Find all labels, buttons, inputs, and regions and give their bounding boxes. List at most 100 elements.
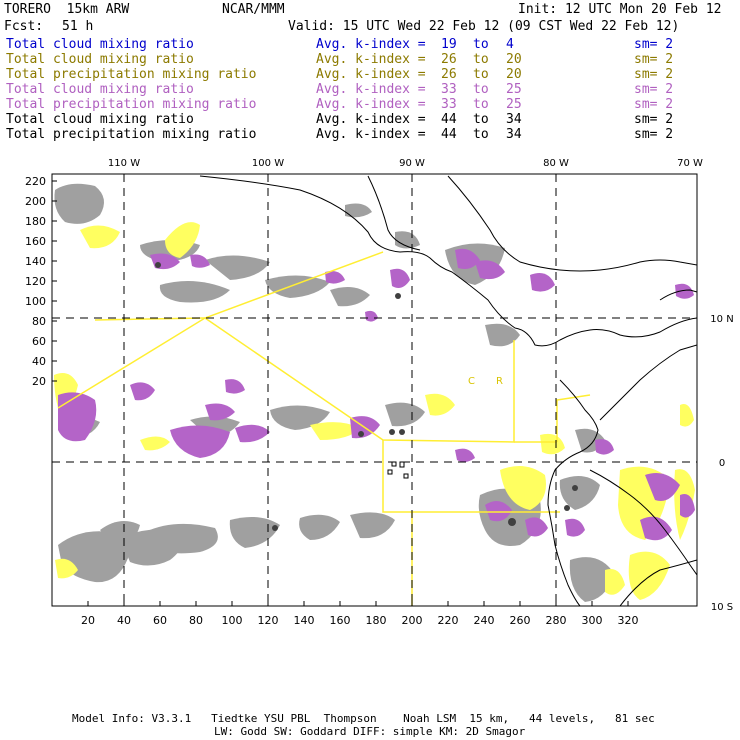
y-tick-label: 80 xyxy=(32,315,46,328)
legend-row: Total cloud mixing ratio Avg. k-index = 19… xyxy=(6,37,736,52)
organization: NCAR/MMM xyxy=(222,2,285,17)
legend-k-end: 20 xyxy=(506,67,522,82)
x-tick-label: 300 xyxy=(582,614,603,627)
y-tick-label: 220 xyxy=(25,175,46,188)
x-tick-label: 40 xyxy=(117,614,131,627)
y-tick-label: 40 xyxy=(32,355,46,368)
legend-to: to xyxy=(473,97,489,112)
legend-row: Total cloud mixing ratio Avg. k-index = 44… xyxy=(6,112,736,127)
legend-kindex-label: Avg. k-index = xyxy=(316,127,426,142)
longitude-label: 80 W xyxy=(543,158,569,169)
x-tick-label: 100 xyxy=(222,614,243,627)
legend-k-start: 33 xyxy=(441,97,457,112)
x-tick-label: 220 xyxy=(438,614,459,627)
y-tick-label: 180 xyxy=(25,215,46,228)
forecast-label: Fcst: xyxy=(4,19,44,34)
legend-field: Total cloud mixing ratio xyxy=(6,52,194,67)
longitude-label: 100 W xyxy=(252,158,284,169)
legend-k-end: 34 xyxy=(506,127,522,142)
model-info-line1: Model Info: V3.3.1 Tiedtke YSU PBL Thomp… xyxy=(72,712,655,725)
x-tick-label: 80 xyxy=(189,614,203,627)
legend-to: to xyxy=(473,37,489,52)
y-tick-label: 20 xyxy=(32,375,46,388)
x-tick-label: 180 xyxy=(366,614,387,627)
x-tick-label: 60 xyxy=(153,614,167,627)
legend-k-start: 44 xyxy=(441,127,457,142)
y-tick-label: 140 xyxy=(25,255,46,268)
legend-smoothing: sm= 2 xyxy=(634,112,674,127)
model-info-line2: LW: Godd SW: Goddard DIFF: simple KM: 2D… xyxy=(214,725,526,738)
legend-row: Total precipitation mixing ratio Avg. k-i… xyxy=(6,67,736,82)
latitude-label: 10 S xyxy=(711,602,733,613)
legend-row: Total precipitation mixing ratio Avg. k-i… xyxy=(6,127,736,142)
legend-k-start: 26 xyxy=(441,52,457,67)
legend-field: Total precipitation mixing ratio xyxy=(6,127,257,142)
legend-row: Total precipitation mixing ratio Avg. k-i… xyxy=(6,97,736,112)
legend-row: Total cloud mixing ratio Avg. k-index = 26… xyxy=(6,52,736,67)
legend-k-start: 19 xyxy=(441,37,457,52)
longitude-label: 90 W xyxy=(399,158,425,169)
x-tick-label: 320 xyxy=(618,614,639,627)
legend-smoothing: sm= 2 xyxy=(634,82,674,97)
legend-smoothing: sm= 2 xyxy=(634,52,674,67)
x-tick-label: 240 xyxy=(474,614,495,627)
legend-k-start: 26 xyxy=(441,67,457,82)
legend-kindex-label: Avg. k-index = xyxy=(316,112,426,127)
legend-to: to xyxy=(473,82,489,97)
x-tick-label: 120 xyxy=(258,614,279,627)
legend-field: Total precipitation mixing ratio xyxy=(6,97,257,112)
model-name: TORERO 15km ARW xyxy=(4,2,130,17)
y-tick-label: 60 xyxy=(32,335,46,348)
legend-k-end: 20 xyxy=(506,52,522,67)
legend-kindex-label: Avg. k-index = xyxy=(316,52,426,67)
y-tick-label: 200 xyxy=(25,195,46,208)
legend-kindex-label: Avg. k-index = xyxy=(316,82,426,97)
init-time: Init: 12 UTC Mon 20 Feb 12 xyxy=(518,2,722,17)
legend-field: Total precipitation mixing ratio xyxy=(6,67,257,82)
legend-k-end: 25 xyxy=(506,82,522,97)
x-tick-label: 200 xyxy=(402,614,423,627)
x-tick-label: 140 xyxy=(294,614,315,627)
plot-frame xyxy=(51,173,698,607)
legend-k-end: 34 xyxy=(506,112,522,127)
x-tick-label: 160 xyxy=(330,614,351,627)
legend-k-start: 33 xyxy=(441,82,457,97)
legend-smoothing: sm= 2 xyxy=(634,67,674,82)
precip-fields xyxy=(52,174,697,606)
x-tick-label: 260 xyxy=(510,614,531,627)
legend-to: to xyxy=(473,112,489,127)
legend-smoothing: sm= 2 xyxy=(634,37,674,52)
latitude-label: 10 N xyxy=(710,314,733,325)
legend-to: to xyxy=(473,127,489,142)
region-label-r: R xyxy=(496,376,503,387)
y-tick-label: 160 xyxy=(25,235,46,248)
forecast-hour: 51 h xyxy=(62,19,94,34)
cloud-fields-dark xyxy=(155,262,578,531)
legend-kindex-label: Avg. k-index = xyxy=(316,37,426,52)
legend-k-start: 44 xyxy=(441,112,457,127)
latitude-label: 0 xyxy=(719,458,725,469)
y-tick-label: 100 xyxy=(25,295,46,308)
legend-kindex-label: Avg. k-index = xyxy=(316,67,426,82)
y-tick-label: 120 xyxy=(25,275,46,288)
legend-field: Total cloud mixing ratio xyxy=(6,82,194,97)
longitude-label: 110 W xyxy=(108,158,140,169)
legend-field: Total cloud mixing ratio xyxy=(6,37,194,52)
legend-to: to xyxy=(473,52,489,67)
legend-kindex-label: Avg. k-index = xyxy=(316,97,426,112)
legend-row: Total cloud mixing ratio Avg. k-index = 33… xyxy=(6,82,736,97)
legend-smoothing: sm= 2 xyxy=(634,127,674,142)
valid-time: Valid: 15 UTC Wed 22 Feb 12 (09 CST Wed … xyxy=(288,19,680,34)
legend-k-end: 4 xyxy=(506,37,514,52)
coastline xyxy=(199,175,697,606)
legend-k-end: 25 xyxy=(506,97,522,112)
region-label-c: C xyxy=(468,376,475,387)
longitude-label: 70 W xyxy=(677,158,703,169)
x-tick-label: 280 xyxy=(546,614,567,627)
latlon-grid xyxy=(52,174,697,606)
x-tick-label: 20 xyxy=(81,614,95,627)
legend-smoothing: sm= 2 xyxy=(634,97,674,112)
legend-to: to xyxy=(473,67,489,82)
legend-field: Total cloud mixing ratio xyxy=(6,112,194,127)
